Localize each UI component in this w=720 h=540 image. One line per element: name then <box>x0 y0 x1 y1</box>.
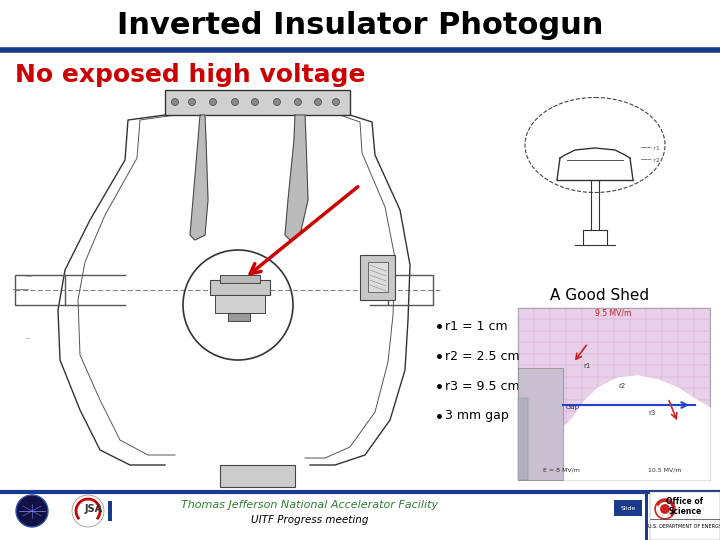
Text: Inverted Insulator Photogun: Inverted Insulator Photogun <box>117 11 603 40</box>
Bar <box>165 90 350 115</box>
Bar <box>518 398 528 480</box>
Text: U.S. DEPARTMENT OF ENERGY: U.S. DEPARTMENT OF ENERGY <box>648 523 720 529</box>
Bar <box>388 275 433 305</box>
Text: 3 mm gap: 3 mm gap <box>445 409 509 422</box>
Polygon shape <box>563 376 710 480</box>
Text: r1: r1 <box>583 363 590 369</box>
Text: r3 = 9.5 cm: r3 = 9.5 cm <box>445 380 520 393</box>
Text: 10.5 MV/m: 10.5 MV/m <box>648 468 682 473</box>
Circle shape <box>294 98 302 105</box>
Circle shape <box>210 98 217 105</box>
Text: r1 = 1 cm: r1 = 1 cm <box>445 320 508 333</box>
Bar <box>518 368 563 480</box>
Text: Slide: Slide <box>621 505 636 510</box>
Text: Gap: Gap <box>566 404 580 410</box>
Text: 9.5 MV/m: 9.5 MV/m <box>595 309 631 318</box>
Circle shape <box>72 495 104 527</box>
Circle shape <box>232 98 238 105</box>
Circle shape <box>315 98 322 105</box>
Text: —: — <box>25 336 30 341</box>
Bar <box>368 262 388 292</box>
Text: ────: ──── <box>12 287 29 293</box>
Bar <box>360 255 395 300</box>
Bar <box>645 492 648 540</box>
Text: —: — <box>25 273 32 279</box>
Text: ─── r2: ─── r2 <box>640 158 660 163</box>
Circle shape <box>171 98 179 105</box>
Circle shape <box>189 98 196 105</box>
Text: A Good Shed: A Good Shed <box>550 287 649 302</box>
Circle shape <box>333 98 340 105</box>
Polygon shape <box>190 115 208 240</box>
Bar <box>108 501 112 521</box>
Circle shape <box>655 499 675 519</box>
Bar <box>220 275 260 283</box>
Text: r2 = 2.5 cm: r2 = 2.5 cm <box>445 349 520 362</box>
Text: r3: r3 <box>648 410 655 416</box>
Text: Thomas Jefferson National Accelerator Facility: Thomas Jefferson National Accelerator Fa… <box>181 500 438 510</box>
Text: No exposed high voltage: No exposed high voltage <box>15 63 366 87</box>
Bar <box>210 280 270 295</box>
Text: E = 8 MV/m: E = 8 MV/m <box>543 468 580 473</box>
Bar <box>228 313 250 321</box>
Text: ─── r1: ─── r1 <box>640 146 660 151</box>
Circle shape <box>274 98 281 105</box>
Bar <box>220 465 295 487</box>
Bar <box>614 500 642 516</box>
Text: UITF Progress meeting: UITF Progress meeting <box>251 515 369 525</box>
Polygon shape <box>285 115 308 240</box>
Circle shape <box>16 495 48 527</box>
Text: JSA: JSA <box>85 504 103 514</box>
Text: r2: r2 <box>618 383 625 389</box>
Text: Office of: Office of <box>667 497 703 507</box>
Bar <box>215 295 265 313</box>
Bar <box>650 492 720 540</box>
Circle shape <box>251 98 258 105</box>
Bar <box>15 275 65 305</box>
Bar <box>518 308 710 480</box>
Text: Science: Science <box>668 507 701 516</box>
